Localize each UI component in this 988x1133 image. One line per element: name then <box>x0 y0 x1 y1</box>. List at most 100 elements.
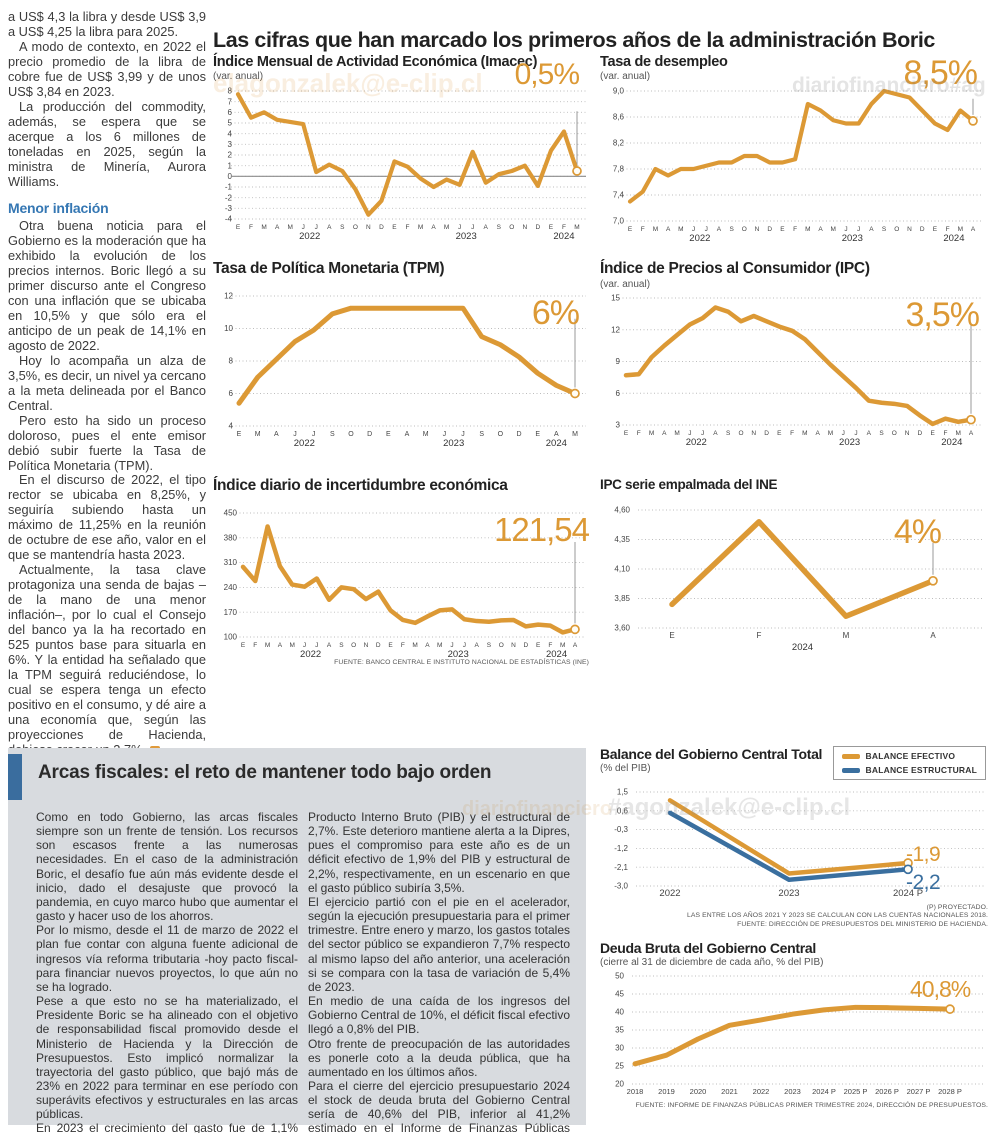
svg-text:D: D <box>920 226 925 233</box>
left-article-column: a US$ 4,3 la libra y desde US$ 3,9 a US$… <box>8 9 206 758</box>
svg-text:2022: 2022 <box>686 437 707 447</box>
svg-text:M: M <box>805 226 810 233</box>
svg-text:-0,3: -0,3 <box>614 825 628 834</box>
svg-text:380: 380 <box>224 533 238 542</box>
svg-text:9: 9 <box>616 357 621 366</box>
svg-text:2023: 2023 <box>784 1087 801 1096</box>
svg-text:O: O <box>498 431 504 438</box>
svg-text:2020: 2020 <box>690 1087 707 1096</box>
svg-text:M: M <box>287 224 292 231</box>
svg-text:2022: 2022 <box>294 438 315 448</box>
paragraph: Por lo mismo, desde el 11 de marzo de 20… <box>36 923 298 994</box>
svg-text:E: E <box>392 224 397 231</box>
chart-deuda-subtitle: (cierre al 31 de diciembre de cada año, … <box>600 957 824 968</box>
svg-text:E: E <box>933 226 938 233</box>
svg-text:F: F <box>562 224 566 231</box>
svg-text:7,4: 7,4 <box>613 191 625 200</box>
svg-text:5: 5 <box>228 119 233 128</box>
svg-text:E: E <box>237 431 242 438</box>
svg-text:A: A <box>275 224 280 231</box>
chart-incertidumbre: Índice diario de incertidumbre económica… <box>213 477 590 672</box>
chart-balance-subtitle: (% del PIB) <box>600 763 651 774</box>
svg-text:35: 35 <box>615 1026 624 1035</box>
svg-text:J: J <box>857 226 860 233</box>
svg-text:A: A <box>327 224 332 231</box>
paragraph: a US$ 4,3 la libra y desde US$ 3,9 a US$… <box>8 9 206 39</box>
svg-text:M: M <box>956 430 961 437</box>
svg-text:D: D <box>764 430 769 437</box>
svg-text:J: J <box>461 431 465 438</box>
svg-text:M: M <box>831 226 836 233</box>
svg-text:A: A <box>867 430 872 437</box>
svg-text:7: 7 <box>228 97 233 106</box>
legend-swatch-estructural-icon <box>841 767 860 773</box>
svg-text:F: F <box>946 226 950 233</box>
svg-text:A: A <box>474 642 479 649</box>
paragraph: A modo de contexto, en 2022 el precio pr… <box>8 38 206 99</box>
svg-text:O: O <box>738 430 743 437</box>
svg-text:S: S <box>497 224 502 231</box>
svg-text:2024 P: 2024 P <box>893 888 923 899</box>
paragraph: (P) PROYECTADO. <box>926 904 988 911</box>
svg-text:E: E <box>930 430 935 437</box>
svg-text:E: E <box>388 642 393 649</box>
svg-text:310: 310 <box>224 558 238 567</box>
paragraph: Para el cierre del ejercicio presupuesta… <box>308 1078 570 1133</box>
svg-text:2024: 2024 <box>546 438 567 448</box>
svg-text:M: M <box>261 224 266 231</box>
svg-text:J: J <box>854 430 857 437</box>
chart-incertidumbre-source: FUENTE: BANCO CENTRAL E INSTITUTO NACION… <box>334 659 589 666</box>
svg-text:A: A <box>662 430 667 437</box>
svg-text:F: F <box>641 226 645 233</box>
svg-text:2021: 2021 <box>721 1087 738 1096</box>
chart-balance-title: Balance del Gobierno Central Total <box>600 746 823 762</box>
chart-balance-highlight-efectivo: -1,9 <box>906 843 941 866</box>
chart-imacec: Índice Mensual de Actividad Económica (I… <box>213 54 589 260</box>
svg-text:E: E <box>780 226 785 233</box>
svg-text:-2: -2 <box>225 193 233 202</box>
chart-imacec-title: Índice Mensual de Actividad Económica (I… <box>213 54 538 70</box>
svg-text:J: J <box>303 642 306 649</box>
svg-text:F: F <box>401 642 405 649</box>
svg-text:2022: 2022 <box>299 231 320 241</box>
svg-text:A: A <box>815 430 820 437</box>
svg-text:N: N <box>522 224 527 231</box>
svg-text:F: F <box>406 224 410 231</box>
paragraph: En el discurso de 2022, el tipo rector s… <box>8 472 206 563</box>
svg-text:D: D <box>367 431 372 438</box>
svg-text:4: 4 <box>229 422 234 431</box>
svg-text:D: D <box>536 224 541 231</box>
svg-text:O: O <box>894 226 899 233</box>
svg-text:J: J <box>688 430 691 437</box>
svg-text:A: A <box>327 642 332 649</box>
svg-text:4,60: 4,60 <box>614 506 630 515</box>
svg-text:J: J <box>701 430 704 437</box>
svg-text:3: 3 <box>616 421 621 430</box>
svg-text:3,85: 3,85 <box>614 594 630 603</box>
svg-text:F: F <box>793 226 797 233</box>
svg-text:M: M <box>649 430 654 437</box>
svg-text:J: J <box>458 224 461 231</box>
svg-text:N: N <box>364 642 369 649</box>
svg-text:D: D <box>918 430 923 437</box>
chart-imacec-plot: 8 7 6 5 4 3 2 1 0 -1 -2 -3 -4 E F M A M J J A S O N D E F M A M J J A S O N… <box>213 85 589 242</box>
svg-text:8: 8 <box>228 87 233 96</box>
svg-text:J: J <box>302 224 305 231</box>
paragraph: En 2023 el crecimiento del gasto fue de … <box>36 1121 298 1133</box>
svg-text:A: A <box>431 224 436 231</box>
svg-text:S: S <box>330 431 335 438</box>
svg-text:D: D <box>767 226 772 233</box>
chart-incertidumbre-plot: 450 380 310 240 170 100 E F M A M J J A S O N D E F M A M J J A S O… <box>213 507 589 660</box>
svg-text:S: S <box>879 430 884 437</box>
article-paragraphs-bottom: Otra buena noticia para el Gobierno es l… <box>8 218 206 758</box>
chart-deuda-plot: 50 45 40 35 30 25 20 2018 2019 2020 2021 2022 2023 20… <box>600 970 988 1102</box>
svg-text:E: E <box>535 431 540 438</box>
chart-desempleo: Tasa de desempleo (var. anual) 9,0 8,6 8,2… <box>600 54 985 260</box>
chart-ipc-empalmada: IPC serie empalmada del INE 4,60 4,35 4,10… <box>600 477 985 667</box>
svg-text:10: 10 <box>224 324 233 333</box>
paragraph: Producto Interno Bruto (PIB) y el estruc… <box>308 810 570 895</box>
svg-text:N: N <box>366 224 371 231</box>
svg-text:2023: 2023 <box>778 888 799 899</box>
paragraph: Otro frente de preocupación de las autor… <box>308 1036 570 1079</box>
svg-text:240: 240 <box>224 583 238 592</box>
